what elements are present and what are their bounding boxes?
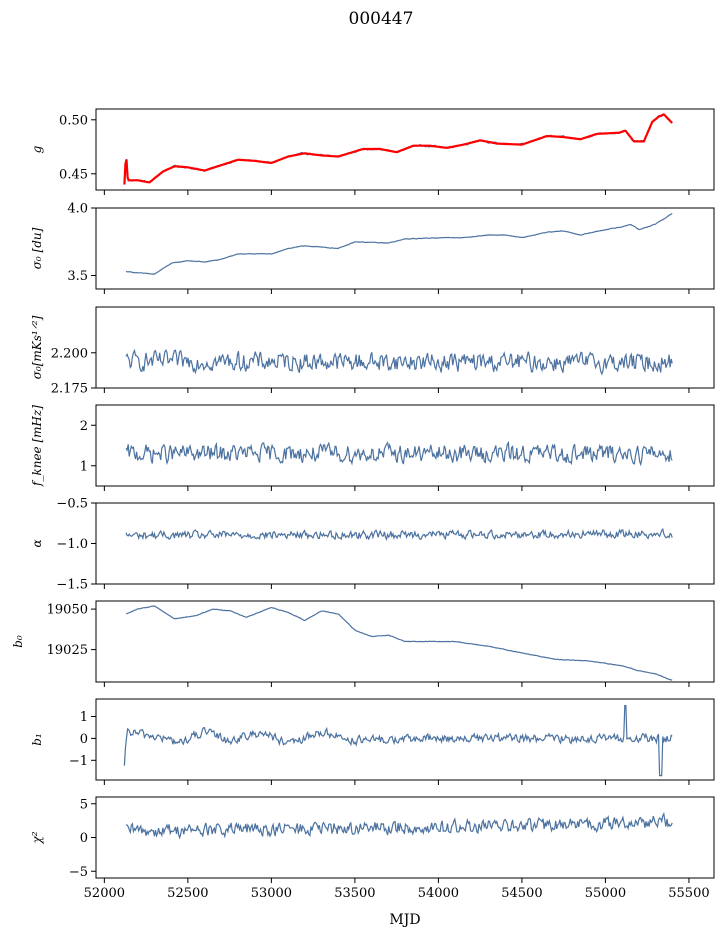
- chi2-ylabel: χ²: [30, 831, 44, 844]
- sigma0-axes-frame: [95, 207, 715, 290]
- g-series-line: [123, 113, 673, 185]
- xtick-label: 53500: [334, 886, 375, 901]
- panels-group: 0.45 0.50 g 3.5 4.0 σ₀ [du] 2.175 2.200 σ₀[mKs¹ᐟ…: [11, 108, 715, 901]
- xtick-label: 54500: [501, 886, 542, 901]
- xtick-label: 52500: [167, 886, 208, 901]
- sigma0-series-line: [125, 212, 673, 275]
- sigma0-ylabel: σ₀ [du]: [30, 227, 44, 269]
- sigma0-ytick-label: 4.0: [67, 202, 88, 217]
- b1-ytick-label: 0: [80, 732, 88, 747]
- g-ytick-label: 0.45: [59, 167, 88, 182]
- panel-sigma0: 3.5 4.0 σ₀ [du]: [30, 202, 715, 294]
- b1-ytick-label: −1: [69, 754, 88, 769]
- chi2-series-line: [125, 811, 673, 840]
- sigma0_rate-ytick-label: 2.175: [51, 382, 88, 397]
- fknee-axes-frame: [95, 404, 715, 487]
- b1-axes-frame: [95, 698, 715, 781]
- alpha-ytick-label: −0.5: [56, 497, 88, 512]
- panel-g: 0.45 0.50 g: [30, 108, 715, 195]
- b0-ytick-label: 19050: [47, 603, 88, 618]
- alpha-axes-frame: [95, 502, 715, 585]
- panel-sigma0_rate: 2.175 2.200 σ₀[mKs¹ᐟ²]: [30, 306, 715, 397]
- b0-axes-frame: [95, 600, 715, 683]
- figure-title: 000447: [349, 9, 414, 29]
- fknee-ytick-label: 2: [80, 419, 88, 434]
- chi2-ytick-label: −5: [69, 865, 88, 880]
- xtick-label: 54000: [418, 886, 459, 901]
- sigma0_rate-axes-frame: [95, 306, 715, 389]
- alpha-ytick-label: −1.0: [56, 537, 88, 552]
- xtick-label: 55500: [668, 886, 709, 901]
- panel-b1: −1 0 1 b₁: [30, 698, 715, 785]
- sigma0_rate-ylabel: σ₀[mKs¹ᐟ²]: [30, 315, 44, 379]
- alpha-ylabel: α: [30, 539, 44, 547]
- panel-b0: 19025 19050 b₀: [11, 600, 715, 687]
- xtick-label: 53000: [251, 886, 292, 901]
- chi2-ytick-label: 5: [80, 797, 88, 812]
- alpha-ytick-label: −1.5: [56, 578, 88, 593]
- b0-ytick-label: 19025: [47, 643, 88, 658]
- g-model-line: [123, 113, 673, 185]
- g-ytick-label: 0.50: [59, 113, 88, 128]
- x-axis-label: MJD: [389, 912, 420, 928]
- fknee-series-line: [125, 440, 673, 467]
- xtick-label: 52000: [84, 886, 125, 901]
- fknee-ylabel: f_knee [mHz]: [30, 405, 44, 487]
- sigma0-ytick-label: 3.5: [67, 269, 88, 284]
- panel-alpha: −1.5 −1.0 −0.5 α: [30, 497, 715, 593]
- fknee-ytick-label: 1: [80, 459, 88, 474]
- b0-series-line: [125, 605, 673, 681]
- sigma0_rate-series-line: [125, 348, 673, 376]
- chi2-axes-frame: [95, 796, 715, 879]
- xtick-label: 55000: [585, 886, 626, 901]
- panel-fknee: 1 2 f_knee [mHz]: [30, 404, 715, 491]
- b1-ytick-label: 1: [80, 710, 88, 725]
- b1-series-line: [123, 704, 673, 777]
- g-axes-frame: [95, 108, 715, 191]
- b0-ylabel: b₀: [11, 635, 25, 648]
- panel-chi2: −5 0 5 52000 52500 53000 53500 54000 54500 55000 5…: [30, 796, 715, 901]
- chi2-ytick-label: 0: [80, 831, 88, 846]
- g-ylabel: g: [30, 145, 44, 153]
- b1-ylabel: b₁: [30, 733, 44, 746]
- alpha-series-line: [125, 527, 673, 541]
- sigma0_rate-ytick-label: 2.200: [51, 346, 88, 361]
